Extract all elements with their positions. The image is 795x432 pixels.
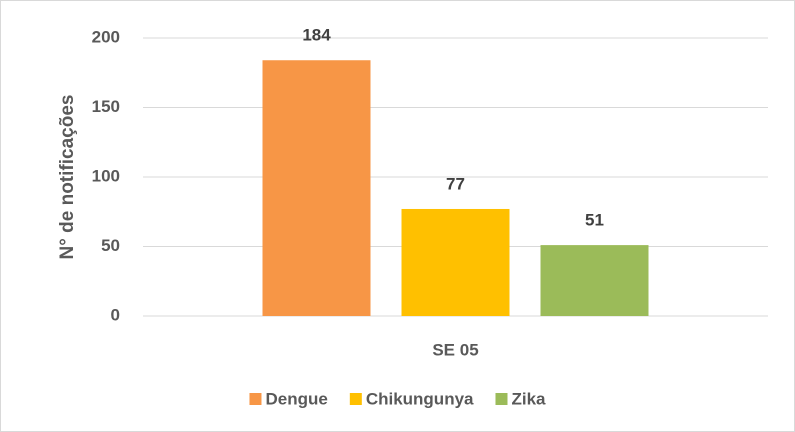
legend-label: Chikungunya [366, 389, 474, 408]
legend-label: Zika [511, 389, 546, 408]
y-tick-label: 150 [92, 97, 120, 116]
data-label: 77 [446, 174, 465, 193]
data-label: 51 [585, 211, 604, 230]
legend-swatch [249, 393, 262, 405]
y-tick-label: 200 [92, 27, 120, 46]
data-label: 184 [302, 26, 331, 45]
bar [540, 245, 649, 316]
y-tick-label: 50 [101, 236, 120, 255]
legend-label: Dengue [265, 389, 327, 408]
y-axis-label: N° de notificações [57, 95, 78, 260]
bar [262, 60, 371, 316]
y-tick-label: 100 [92, 166, 120, 185]
x-tick-label: SE 05 [432, 340, 478, 359]
legend-swatch [349, 393, 362, 405]
y-tick-label: 0 [111, 305, 120, 324]
legend-swatch [495, 393, 508, 405]
bar [401, 208, 510, 316]
